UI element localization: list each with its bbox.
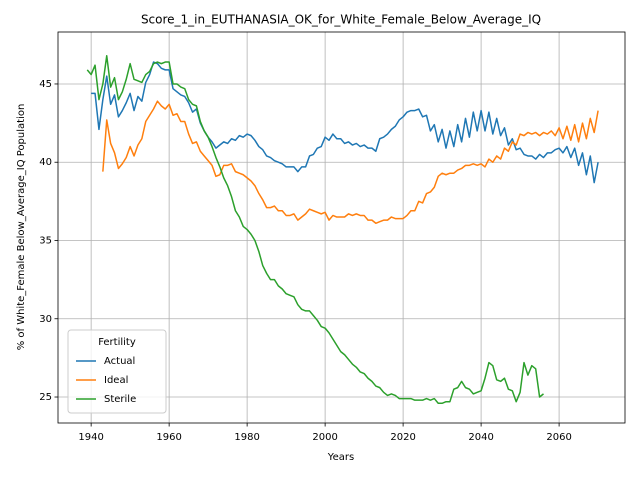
- line-series: [102, 100, 599, 225]
- x-tick-label: 1940: [78, 432, 103, 443]
- x-axis-label: Years: [327, 452, 354, 463]
- legend-label: Sterile: [104, 394, 136, 405]
- y-axis-label: % of White_Female Below_Average_IQ Popul…: [16, 104, 27, 351]
- legend-label: Actual: [104, 356, 135, 367]
- line-series: [86, 55, 544, 405]
- x-tick-label: 2060: [546, 432, 571, 443]
- legend-label: Ideal: [104, 375, 128, 386]
- y-tick-label: 25: [39, 392, 52, 403]
- x-tick-label: 2040: [468, 432, 493, 443]
- legend-title: Fertility: [98, 337, 136, 348]
- y-tick-label: 40: [39, 157, 52, 168]
- y-tick-label: 30: [39, 314, 52, 325]
- x-tick-label: 1980: [234, 432, 259, 443]
- chart-title: Score_1_in_EUTHANASIA_OK_for_White_Femal…: [141, 13, 541, 27]
- legend-box: [67, 329, 167, 414]
- plot-frame: [57, 31, 626, 424]
- y-tick-label: 45: [39, 79, 52, 90]
- x-tick-label: 2020: [390, 432, 415, 443]
- y-tick-label: 35: [39, 235, 52, 246]
- x-tick-label: 1960: [156, 432, 181, 443]
- x-tick-label: 2000: [312, 432, 337, 443]
